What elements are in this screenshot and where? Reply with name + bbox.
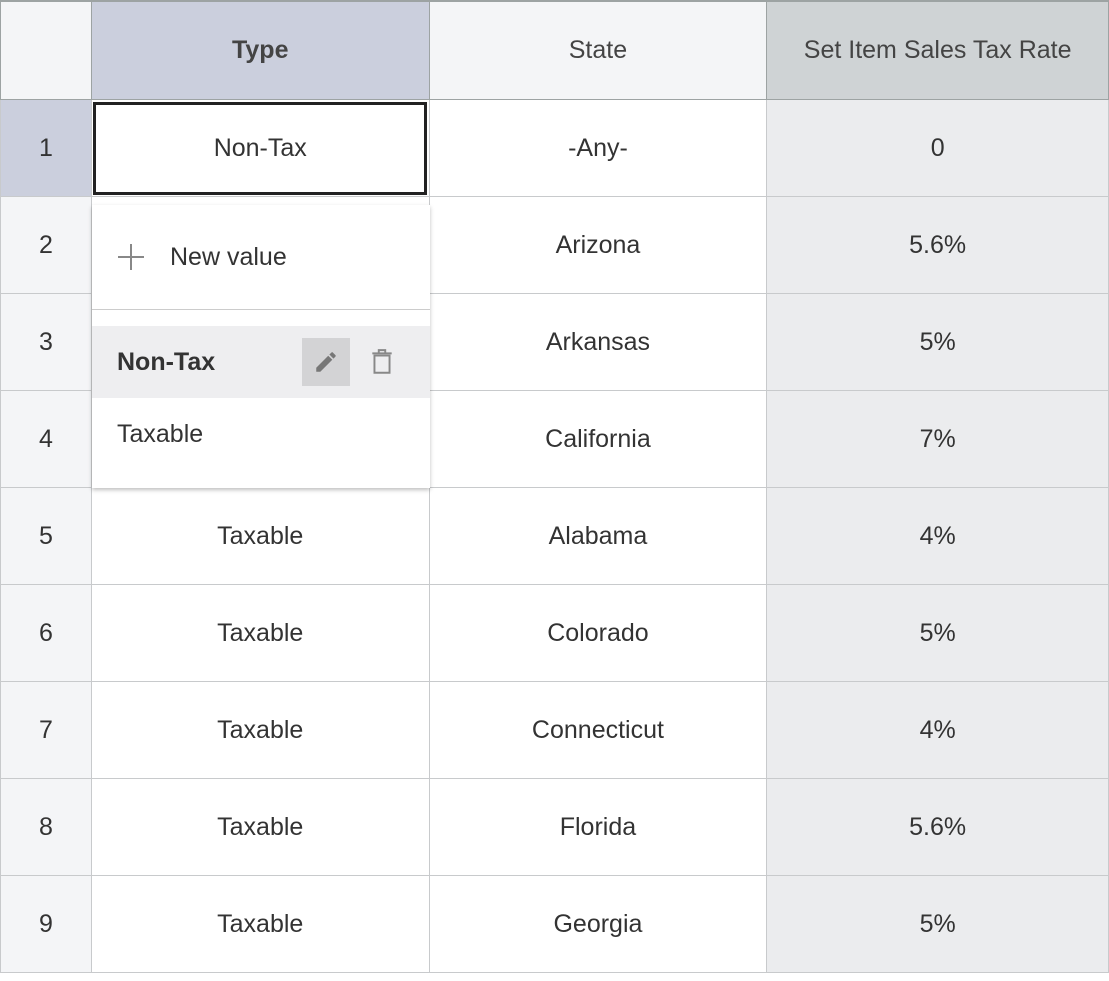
option-non-tax[interactable]: Non-Tax bbox=[92, 326, 430, 398]
state-cell[interactable]: Colorado bbox=[428, 584, 768, 682]
type-cell[interactable]: Non-Tax bbox=[90, 99, 430, 197]
table-row: 8 Taxable Florida 5.6% bbox=[0, 778, 1109, 876]
rate-cell[interactable]: 5% bbox=[766, 584, 1109, 682]
state-cell[interactable]: Alabama bbox=[428, 487, 768, 585]
rate-cell[interactable]: 4% bbox=[766, 681, 1109, 779]
rate-cell[interactable]: 0 bbox=[766, 99, 1109, 197]
new-value-label: New value bbox=[170, 242, 287, 271]
new-value-button[interactable]: New value bbox=[92, 205, 430, 310]
table-row: 6 Taxable Colorado 5% bbox=[0, 584, 1109, 682]
state-cell[interactable]: -Any- bbox=[428, 99, 768, 197]
rate-cell[interactable]: 7% bbox=[766, 390, 1109, 488]
rate-cell[interactable]: 5.6% bbox=[766, 196, 1109, 294]
option-label: Taxable bbox=[117, 419, 204, 448]
row-number[interactable]: 4 bbox=[0, 390, 92, 488]
option-taxable[interactable]: Taxable bbox=[92, 398, 430, 470]
state-cell[interactable]: Arizona bbox=[428, 196, 768, 294]
type-cell[interactable]: Taxable bbox=[90, 875, 430, 973]
rate-cell[interactable]: 4% bbox=[766, 487, 1109, 585]
state-cell[interactable]: Georgia bbox=[428, 875, 768, 973]
row-number[interactable]: 2 bbox=[0, 196, 92, 294]
rate-cell[interactable]: 5.6% bbox=[766, 778, 1109, 876]
table-row: 5 Taxable Alabama 4% bbox=[0, 487, 1109, 585]
column-header-rate[interactable]: Set Item Sales Tax Rate bbox=[766, 0, 1109, 100]
table-row: 9 Taxable Georgia 5% bbox=[0, 875, 1109, 973]
row-number[interactable]: 5 bbox=[0, 487, 92, 585]
state-cell[interactable]: Florida bbox=[428, 778, 768, 876]
rate-cell[interactable]: 5% bbox=[766, 293, 1109, 391]
row-number[interactable]: 6 bbox=[0, 584, 92, 682]
table-row: 1 Non-Tax -Any- 0 bbox=[0, 99, 1109, 197]
column-header-state[interactable]: State bbox=[428, 0, 768, 100]
row-number[interactable]: 9 bbox=[0, 875, 92, 973]
rate-cell[interactable]: 5% bbox=[766, 875, 1109, 973]
corner-header[interactable] bbox=[0, 0, 92, 100]
pencil-icon[interactable] bbox=[302, 338, 350, 386]
state-cell[interactable]: California bbox=[428, 390, 768, 488]
state-cell[interactable]: Arkansas bbox=[428, 293, 768, 391]
header-row: Type State Set Item Sales Tax Rate bbox=[0, 0, 1109, 100]
plus-icon bbox=[118, 244, 144, 270]
state-cell[interactable]: Connecticut bbox=[428, 681, 768, 779]
type-cell[interactable]: Taxable bbox=[90, 778, 430, 876]
row-number[interactable]: 1 bbox=[0, 99, 92, 197]
trash-icon[interactable] bbox=[358, 338, 406, 386]
row-number[interactable]: 7 bbox=[0, 681, 92, 779]
type-dropdown: New value Non-Tax Taxable bbox=[92, 205, 430, 488]
column-header-type[interactable]: Type bbox=[90, 0, 430, 100]
option-label: Non-Tax bbox=[117, 347, 216, 376]
table-row: 7 Taxable Connecticut 4% bbox=[0, 681, 1109, 779]
type-cell[interactable]: Taxable bbox=[90, 584, 430, 682]
row-number[interactable]: 8 bbox=[0, 778, 92, 876]
type-cell[interactable]: Taxable bbox=[90, 487, 430, 585]
row-number[interactable]: 3 bbox=[0, 293, 92, 391]
type-cell[interactable]: Taxable bbox=[90, 681, 430, 779]
